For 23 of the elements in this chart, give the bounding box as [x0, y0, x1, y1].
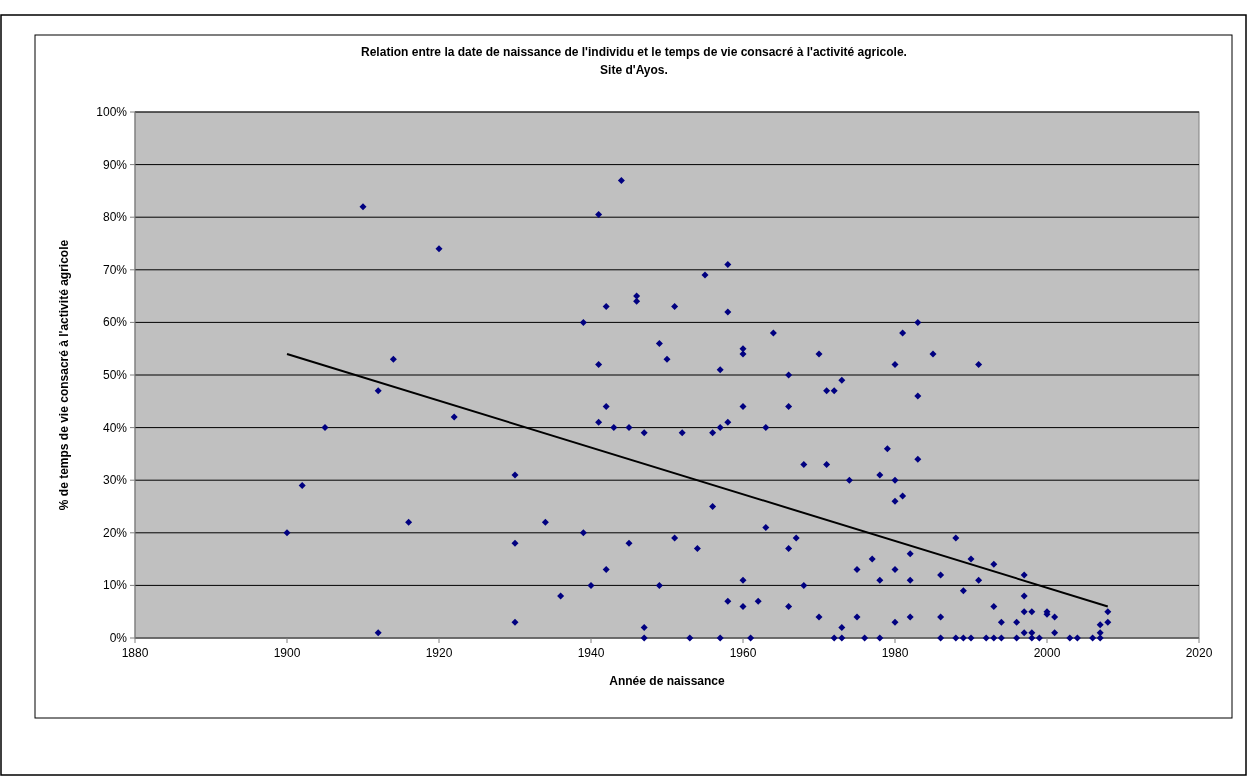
- y-axis-title: % de temps de vie consacré à l'activité agricole: [57, 239, 71, 511]
- x-tick-label: 1980: [881, 646, 909, 660]
- x-tick-label: 2020: [1185, 646, 1213, 660]
- y-tick-label: 10%: [102, 578, 128, 593]
- y-tick-label: 20%: [102, 525, 128, 540]
- x-tick-label: 1880: [121, 646, 149, 660]
- x-tick-label: 1960: [729, 646, 757, 660]
- y-tick-label: 30%: [102, 473, 128, 488]
- x-tick-label: 1900: [273, 646, 301, 660]
- y-tick-label: 60%: [102, 315, 128, 330]
- x-axis-title: Année de naissance: [609, 674, 726, 688]
- chart-subtitle: Site d'Ayos.: [600, 63, 668, 77]
- y-tick-label: 80%: [102, 210, 128, 225]
- x-tick-label: 1920: [425, 646, 453, 660]
- x-tick-label: 2000: [1033, 646, 1061, 660]
- y-tick-label: 0%: [109, 631, 128, 645]
- y-tick-label: 50%: [102, 368, 128, 382]
- x-tick-label: 1940: [577, 646, 605, 660]
- y-tick-label: 90%: [102, 157, 128, 172]
- y-tick-label: 40%: [102, 420, 128, 435]
- y-tick-label: 100%: [96, 105, 128, 119]
- y-tick-label: 70%: [102, 262, 128, 277]
- chart-title: Relation entre la date de naissance de l'individu et le temps de vie consacré à l'activité agricole.: [361, 45, 907, 59]
